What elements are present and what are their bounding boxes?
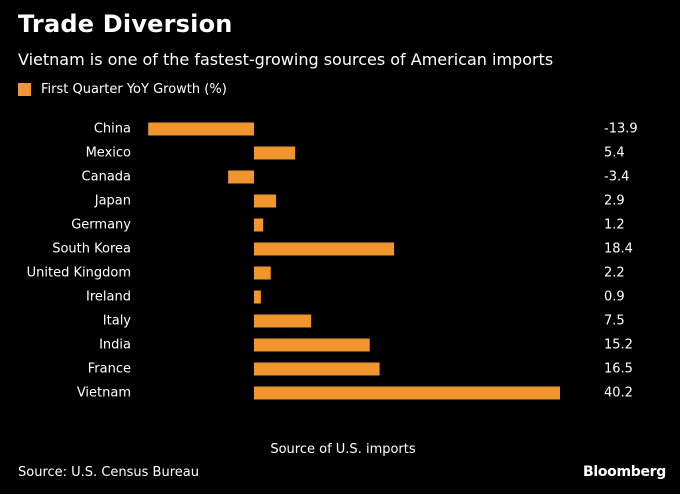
category-label: South Korea (52, 242, 131, 257)
value-label: -13.9 (604, 122, 638, 137)
bar (254, 146, 296, 160)
category-label: China (94, 122, 131, 137)
chart-title: Trade Diversion (18, 10, 233, 38)
value-label: 40.2 (604, 386, 633, 401)
bar (254, 242, 395, 256)
category-label: Canada (82, 170, 131, 185)
category-label: Vietnam (77, 386, 131, 401)
value-label: 2.2 (604, 266, 625, 281)
value-label: 5.4 (604, 146, 625, 161)
legend-swatch (18, 83, 31, 96)
value-label: 15.2 (604, 338, 633, 353)
value-label: 2.9 (604, 194, 625, 209)
x-axis-label: Source of U.S. imports (270, 442, 416, 457)
value-label: 0.9 (604, 290, 625, 305)
category-label: Ireland (86, 290, 131, 305)
category-label: Germany (71, 218, 131, 233)
category-label: India (99, 338, 131, 353)
bar (254, 362, 380, 376)
bar (254, 314, 312, 328)
category-label: Mexico (86, 146, 131, 161)
category-label: United Kingdom (27, 266, 131, 281)
chart-subtitle: Vietnam is one of the fastest-growing so… (18, 50, 554, 69)
bar (148, 122, 254, 136)
category-label: Italy (103, 314, 132, 329)
value-label: -3.4 (604, 170, 629, 185)
bar (254, 386, 560, 400)
value-label: 16.5 (604, 362, 633, 377)
legend-label: First Quarter YoY Growth (%) (41, 82, 227, 97)
legend: First Quarter YoY Growth (%) (18, 82, 227, 97)
bar (254, 194, 277, 208)
value-label: 18.4 (604, 242, 633, 257)
bar (254, 218, 264, 232)
bar (254, 266, 271, 280)
bar (254, 290, 261, 304)
value-label: 1.2 (604, 218, 625, 233)
source-note: Source: U.S. Census Bureau (18, 465, 199, 480)
bar (228, 170, 254, 184)
bar (254, 338, 370, 352)
bloomberg-logo: Bloomberg (582, 464, 666, 480)
category-label: France (88, 362, 131, 377)
value-label: 7.5 (604, 314, 625, 329)
category-label: Japan (94, 194, 131, 209)
